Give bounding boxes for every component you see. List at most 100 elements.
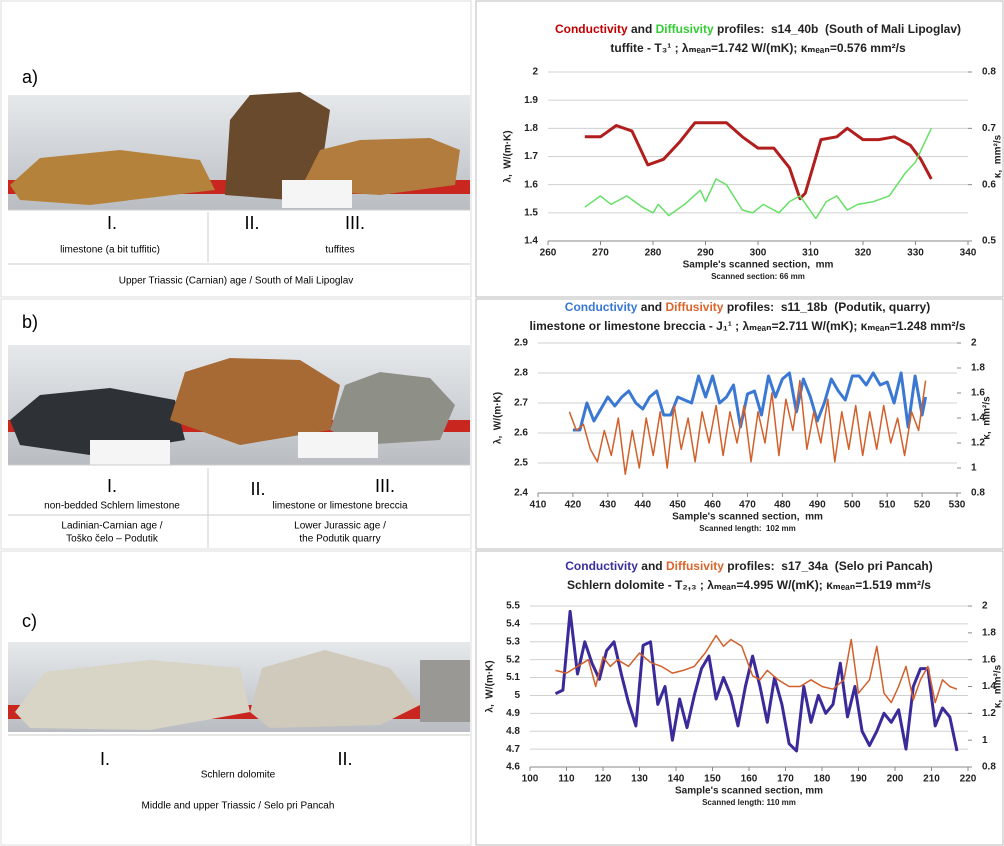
x-tick-label: 100 xyxy=(522,774,539,785)
chart-title: Conductivity and Diffusivity profiles: s… xyxy=(555,22,961,36)
x-tick-label: 420 xyxy=(565,500,582,511)
x-tick-label: 480 xyxy=(774,500,791,511)
x-tick-label: 280 xyxy=(645,248,662,259)
chart-subtitle: Schlern dolomite - T₂,₃ ; λₘₑₐₙ=4.995 W/… xyxy=(567,578,931,592)
caption: limestone (a bit tuffitic) xyxy=(60,245,160,256)
y2-tick-label: 1.6 xyxy=(982,654,996,665)
caption: Lower Jurassic age / xyxy=(294,521,386,532)
x-tick-label: 210 xyxy=(923,774,940,785)
x-tick-label: 110 xyxy=(558,774,575,785)
y2-tick-label: 0.5 xyxy=(982,236,996,247)
chart-frame xyxy=(475,550,1004,846)
y2-tick-label: 0.8 xyxy=(982,67,996,78)
x-tick-label: 180 xyxy=(814,774,831,785)
x-tick-label: 520 xyxy=(914,500,931,511)
caption: tuffites xyxy=(325,245,354,256)
title-part: and xyxy=(628,22,656,36)
y-tick-label: 2.7 xyxy=(514,398,528,409)
data-line xyxy=(555,634,958,704)
panel-label: c) xyxy=(22,611,37,631)
y2-tick-label: 0.8 xyxy=(982,762,996,773)
y2-tick-label: 0.7 xyxy=(982,123,996,134)
caption: Schlern dolomite xyxy=(201,770,276,781)
x-tick-label: 130 xyxy=(631,774,648,785)
y-tick-label: 1.9 xyxy=(524,95,538,106)
title-part: Diffusivity xyxy=(666,559,724,573)
chart-subtitle: limestone or limestone breccia - J₁¹ ; λ… xyxy=(529,319,965,333)
x-tick-label: 190 xyxy=(850,774,867,785)
data-line xyxy=(584,121,933,201)
title-part: and xyxy=(638,559,666,573)
x-tick-label: 300 xyxy=(750,248,767,259)
y-tick-label: 2 xyxy=(532,67,538,78)
x-axis-label: Sample's scanned section, mm xyxy=(675,786,823,797)
note: Scanned length: 102 mm xyxy=(699,524,795,533)
x-tick-label: 410 xyxy=(530,500,547,511)
y2-tick-label: 1 xyxy=(982,735,988,746)
data-line xyxy=(554,609,959,753)
y-tick-label: 2.6 xyxy=(514,428,528,439)
x-tick-label: 440 xyxy=(634,500,651,511)
x-tick-label: 140 xyxy=(668,774,685,785)
y-tick-label: 4.9 xyxy=(506,708,520,719)
y-tick-label: 1.6 xyxy=(524,179,538,190)
x-tick-label: 470 xyxy=(739,500,756,511)
y-tick-label: 5.5 xyxy=(506,601,520,612)
panel-frame xyxy=(0,298,472,550)
x-tick-label: 530 xyxy=(949,500,966,511)
title-part: profiles: s17_34a (Selo pri Pancah) xyxy=(724,559,933,573)
y-tick-label: 5.3 xyxy=(506,636,520,647)
y2-tick-label: 1.4 xyxy=(982,681,996,692)
y-tick-label: 2.4 xyxy=(514,488,528,499)
y-tick-label: 1.7 xyxy=(524,151,538,162)
y-tick-label: 4.6 xyxy=(506,762,520,773)
y2-tick-label: 1.2 xyxy=(971,438,985,449)
x-tick-label: 320 xyxy=(855,248,872,259)
caption: Toško čelo – Podutik xyxy=(66,534,159,545)
data-line xyxy=(572,371,928,432)
x-tick-label: 460 xyxy=(704,500,721,511)
chart-title: Conductivity and Diffusivity profiles: s… xyxy=(565,300,930,314)
y2-axis-label: κ, mm²/s xyxy=(993,664,1004,708)
y-tick-label: 5.1 xyxy=(506,672,520,683)
y2-tick-label: 0.6 xyxy=(982,179,996,190)
note: Scanned section: 66 mm xyxy=(711,272,805,281)
y-tick-label: 2.9 xyxy=(514,338,528,349)
y2-tick-label: 1.6 xyxy=(971,388,985,399)
y-tick-label: 4.8 xyxy=(506,726,520,737)
y-tick-label: 1.4 xyxy=(524,236,538,247)
x-tick-label: 310 xyxy=(802,248,819,259)
x-tick-label: 510 xyxy=(879,500,896,511)
sample-marker: II. xyxy=(337,749,352,769)
title-part: profiles: s11_18b (Podutik, quarry) xyxy=(723,300,930,314)
x-axis-label: Sample's scanned section, mm xyxy=(672,512,823,523)
x-tick-label: 150 xyxy=(704,774,721,785)
y2-tick-label: 1.8 xyxy=(971,363,985,374)
title-part: profiles: s14_40b (South of Mali Lipogla… xyxy=(714,22,961,36)
caption: limestone or limestone breccia xyxy=(272,501,407,512)
y-tick-label: 4.7 xyxy=(506,744,520,755)
caption: the Podutik quarry xyxy=(299,534,380,545)
photo xyxy=(8,642,470,732)
caption: non-bedded Schlern limestone xyxy=(44,501,180,512)
sample-marker: II. xyxy=(244,213,259,233)
sample-marker: III. xyxy=(345,213,365,233)
x-axis-label: Sample's scanned section, mm xyxy=(683,260,834,271)
y2-axis-label: κ, mm²/s xyxy=(982,396,993,440)
y2-tick-label: 2 xyxy=(982,601,988,612)
y-tick-label: 5 xyxy=(514,690,520,701)
x-tick-label: 220 xyxy=(960,774,977,785)
photo xyxy=(8,92,470,210)
photo xyxy=(8,345,470,465)
sample-marker: II. xyxy=(250,479,265,499)
sample-marker: I. xyxy=(107,476,117,496)
chart-frame xyxy=(475,0,1004,298)
x-tick-label: 260 xyxy=(540,248,557,259)
y-tick-label: 2.8 xyxy=(514,368,528,379)
y-tick-label: 1.5 xyxy=(524,207,538,218)
chart-subtitle: tuffite - T₃¹ ; λₘₑₐₙ=1.742 W/(mK); κₘₑₐ… xyxy=(610,41,906,55)
caption: Ladinian-Carnian age / xyxy=(61,521,162,532)
y-axis-label: λ, W/(m·K) xyxy=(485,660,496,712)
sample-marker: I. xyxy=(100,749,110,769)
